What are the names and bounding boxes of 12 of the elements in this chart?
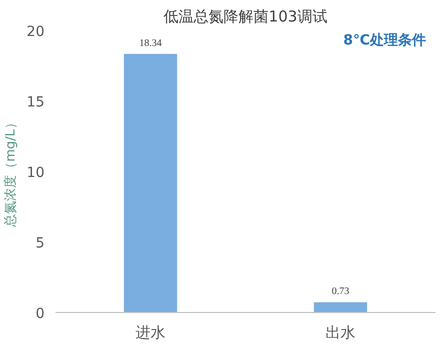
y-tick-label: 20	[26, 24, 45, 40]
data-label: 0.73	[332, 286, 350, 298]
annotation: 8℃处理条件	[343, 32, 426, 48]
y-tick-label: 15	[26, 94, 45, 110]
chart-title: 低温总氮降解菌103调试	[164, 8, 328, 26]
y-tick-label: 10	[26, 165, 45, 181]
x-tick-label: 进水	[136, 324, 166, 342]
data-label: 18.34	[139, 38, 162, 49]
y-tick-label: 5	[36, 236, 45, 252]
y-axis-title: 总氮浓度（mg/L）	[2, 116, 19, 228]
x-tick-label: 出水	[326, 324, 356, 342]
y-tick-label: 0	[36, 306, 45, 322]
